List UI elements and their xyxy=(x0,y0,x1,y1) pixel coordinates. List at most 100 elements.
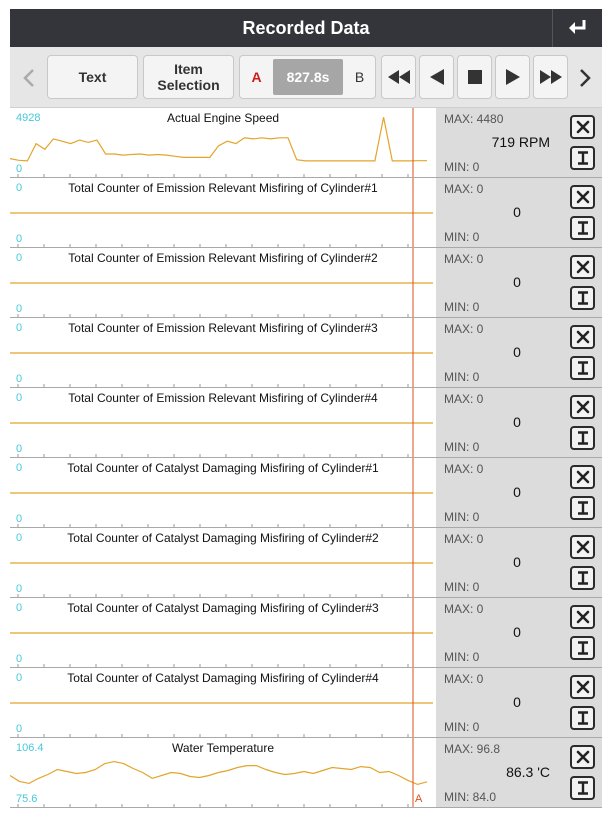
row-actions xyxy=(564,598,602,667)
close-icon xyxy=(576,260,589,274)
max-value: MAX: 0 xyxy=(444,462,484,476)
y-axis-max-label: 0 xyxy=(16,252,23,264)
min-value: MIN: 0 xyxy=(444,160,480,174)
data-row[interactable]: 106.4 75.6 Water Temperature A MAX: 96.8 86.3… xyxy=(10,738,602,808)
row-title: Total Counter of Catalyst Damaging Misfi… xyxy=(67,671,379,685)
graph-canvas xyxy=(10,388,433,457)
step-back-button[interactable] xyxy=(419,55,454,99)
rewind-fast-button[interactable] xyxy=(381,55,416,99)
data-row[interactable]: 0 0 Total Counter of Catalyst Damaging Mis… xyxy=(10,668,602,738)
remove-item-button[interactable] xyxy=(570,465,595,489)
row-actions xyxy=(564,318,602,387)
play-button[interactable] xyxy=(495,55,530,99)
text-view-button[interactable]: Text xyxy=(47,55,138,99)
text-cursor-button[interactable] xyxy=(570,566,595,590)
current-value: 0 xyxy=(513,484,521,500)
graph-area[interactable]: 0 0 Total Counter of Emission Relevant Mis… xyxy=(10,178,436,247)
scroll-right-button[interactable] xyxy=(568,47,602,108)
data-row[interactable]: 0 0 Total Counter of Emission Relevant Mis… xyxy=(10,318,602,388)
data-row[interactable]: 0 0 Total Counter of Emission Relevant Mis… xyxy=(10,388,602,458)
text-cursor-icon xyxy=(577,151,588,165)
max-value: MAX: 96.8 xyxy=(444,742,501,756)
data-row[interactable]: 0 0 Total Counter of Catalyst Damaging Mis… xyxy=(10,598,602,668)
graph-canvas xyxy=(10,668,433,737)
remove-item-button[interactable] xyxy=(570,255,595,279)
value-panel: MAX: 96.8 86.3 'C MIN: 84.0 xyxy=(436,738,564,807)
graph-area[interactable]: 0 0 Total Counter of Emission Relevant Mis… xyxy=(10,248,436,317)
item-selection-button[interactable]: Item Selection xyxy=(143,55,234,99)
text-cursor-button[interactable] xyxy=(570,356,595,380)
row-actions xyxy=(564,738,602,807)
graph-canvas xyxy=(10,738,428,807)
chevron-right-icon xyxy=(580,68,591,87)
y-axis-max-label: 0 xyxy=(16,182,23,194)
remove-item-button[interactable] xyxy=(570,325,595,349)
graph-area[interactable]: 0 0 Total Counter of Catalyst Damaging Mis… xyxy=(10,668,436,737)
graph-canvas xyxy=(10,108,427,177)
text-cursor-button[interactable] xyxy=(570,776,595,800)
remove-item-button[interactable] xyxy=(570,745,595,769)
back-button[interactable] xyxy=(552,9,602,47)
y-axis-min-label: 0 xyxy=(16,373,23,385)
graph-area[interactable]: 0 0 Total Counter of Catalyst Damaging Mis… xyxy=(10,458,436,527)
text-cursor-button[interactable] xyxy=(570,146,595,170)
cursor-b-button[interactable]: B xyxy=(354,69,365,85)
data-row[interactable]: 4928 0 Actual Engine Speed MAX: 4480 719 RPM… xyxy=(10,108,602,178)
graph-area[interactable]: 0 0 Total Counter of Catalyst Damaging Mis… xyxy=(10,528,436,597)
graph-area[interactable]: 0 0 Total Counter of Catalyst Damaging Mis… xyxy=(10,598,436,667)
text-cursor-button[interactable] xyxy=(570,496,595,520)
graph-area[interactable]: 106.4 75.6 Water Temperature A xyxy=(10,738,436,807)
row-actions xyxy=(564,528,602,597)
text-cursor-button[interactable] xyxy=(570,636,595,660)
data-trace xyxy=(10,760,428,786)
max-value: MAX: 0 xyxy=(444,532,484,546)
value-panel: MAX: 0 0 MIN: 0 xyxy=(436,598,564,667)
row-title: Total Counter of Emission Relevant Misfi… xyxy=(68,391,378,405)
close-icon xyxy=(576,330,589,344)
max-value: MAX: 0 xyxy=(444,182,484,196)
row-title: Total Counter of Catalyst Damaging Misfi… xyxy=(67,601,379,615)
max-value: MAX: 0 xyxy=(444,602,484,616)
text-cursor-button[interactable] xyxy=(570,706,595,730)
row-actions xyxy=(564,388,602,457)
graph-area[interactable]: 0 0 Total Counter of Emission Relevant Mis… xyxy=(10,318,436,387)
remove-item-button[interactable] xyxy=(570,115,595,139)
cursor-time-group: A 827.8s B xyxy=(239,55,376,99)
stop-icon xyxy=(467,70,482,84)
fast-forward-button[interactable] xyxy=(533,55,568,99)
close-icon xyxy=(576,680,589,694)
remove-item-button[interactable] xyxy=(570,675,595,699)
graph-canvas xyxy=(10,248,433,317)
close-icon xyxy=(576,400,589,414)
text-cursor-icon xyxy=(577,571,588,585)
current-value: 0 xyxy=(513,414,521,430)
close-icon xyxy=(576,750,589,764)
remove-item-button[interactable] xyxy=(570,185,595,209)
close-icon xyxy=(576,120,589,134)
cursor-a-marker: A xyxy=(415,793,423,805)
row-title: Total Counter of Catalyst Damaging Misfi… xyxy=(67,531,379,545)
y-axis-max-label: 0 xyxy=(16,392,23,404)
y-axis-max-label: 0 xyxy=(16,602,23,614)
graph-area[interactable]: 4928 0 Actual Engine Speed xyxy=(10,108,436,177)
data-row[interactable]: 0 0 Total Counter of Emission Relevant Mis… xyxy=(10,178,602,248)
y-axis-max-label: 4928 xyxy=(16,112,41,124)
text-cursor-icon xyxy=(577,781,588,795)
graph-canvas xyxy=(10,528,433,597)
remove-item-button[interactable] xyxy=(570,395,595,419)
stop-button[interactable] xyxy=(457,55,492,99)
y-axis-min-label: 0 xyxy=(16,583,23,595)
remove-item-button[interactable] xyxy=(570,535,595,559)
data-row[interactable]: 0 0 Total Counter of Catalyst Damaging Mis… xyxy=(10,458,602,528)
min-value: MIN: 0 xyxy=(444,300,480,314)
graph-area[interactable]: 0 0 Total Counter of Emission Relevant Mis… xyxy=(10,388,436,457)
text-cursor-button[interactable] xyxy=(570,216,595,240)
current-value: 0 xyxy=(513,694,521,710)
remove-item-button[interactable] xyxy=(570,605,595,629)
text-cursor-button[interactable] xyxy=(570,426,595,450)
scroll-left-button[interactable] xyxy=(12,47,46,108)
text-cursor-button[interactable] xyxy=(570,286,595,310)
data-row[interactable]: 0 0 Total Counter of Emission Relevant Mis… xyxy=(10,248,602,318)
data-row[interactable]: 0 0 Total Counter of Catalyst Damaging Mis… xyxy=(10,528,602,598)
cursor-a-button[interactable]: A xyxy=(251,69,262,85)
